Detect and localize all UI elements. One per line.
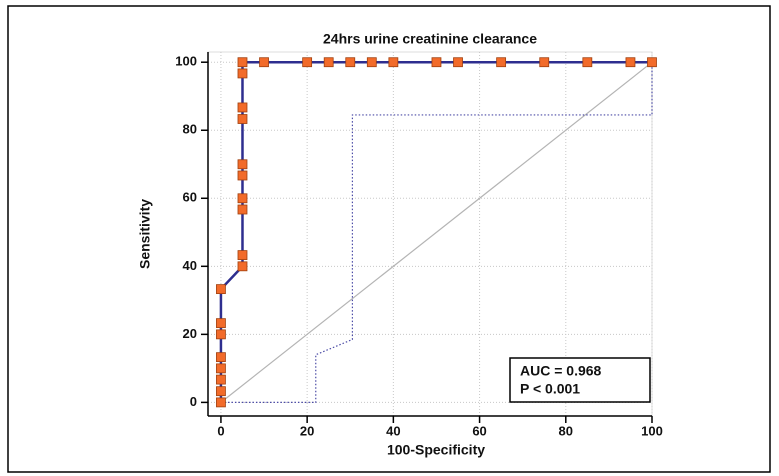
marker — [216, 329, 226, 340]
y-tick-label: 80 — [183, 122, 197, 137]
marker — [366, 57, 377, 68]
y-tick-label: 0 — [190, 394, 197, 409]
marker — [216, 374, 226, 385]
marker — [323, 57, 334, 68]
marker — [237, 102, 248, 113]
x-tick-label: 60 — [472, 423, 486, 438]
reference-line — [220, 61, 653, 403]
marker — [539, 57, 550, 68]
marker — [216, 386, 226, 397]
marker — [237, 261, 248, 272]
marker — [237, 170, 248, 181]
marker — [237, 114, 248, 124]
marker — [345, 57, 356, 68]
x-tick-label: 80 — [559, 423, 573, 438]
marker — [237, 193, 248, 204]
annotation: AUC = 0.968 — [520, 363, 602, 379]
x-tick-label: 20 — [300, 423, 314, 438]
y-axis-label: Sensitivity — [137, 199, 153, 269]
y-tick-label: 40 — [183, 258, 197, 273]
marker — [237, 250, 248, 260]
marker — [431, 57, 442, 68]
marker — [237, 68, 248, 79]
y-tick-label: 100 — [175, 54, 197, 69]
marker — [388, 57, 399, 68]
marker — [302, 57, 313, 68]
marker — [453, 57, 463, 68]
marker — [216, 397, 226, 408]
marker — [216, 318, 226, 329]
x-tick-label: 40 — [386, 423, 400, 438]
marker — [216, 363, 226, 374]
marker — [582, 57, 593, 68]
marker — [496, 57, 507, 68]
y-tick-label: 60 — [183, 190, 197, 205]
x-tick-label: 0 — [217, 423, 224, 438]
chart-title: 24hrs urine creatinine clearance — [323, 31, 537, 47]
confidence-bound — [220, 62, 653, 403]
annotation-box — [509, 357, 651, 403]
marker — [625, 57, 636, 68]
y-tick-label: 20 — [183, 326, 197, 341]
marker — [237, 57, 248, 68]
x-axis-label: 100-Specificity — [387, 442, 485, 458]
marker — [216, 352, 226, 363]
marker — [259, 57, 269, 68]
frame — [7, 5, 771, 473]
marker — [237, 159, 248, 170]
marker — [237, 204, 248, 215]
annotation: P < 0.001 — [520, 381, 580, 397]
x-tick-label: 100 — [641, 423, 663, 438]
marker — [647, 57, 657, 68]
marker — [216, 284, 226, 295]
